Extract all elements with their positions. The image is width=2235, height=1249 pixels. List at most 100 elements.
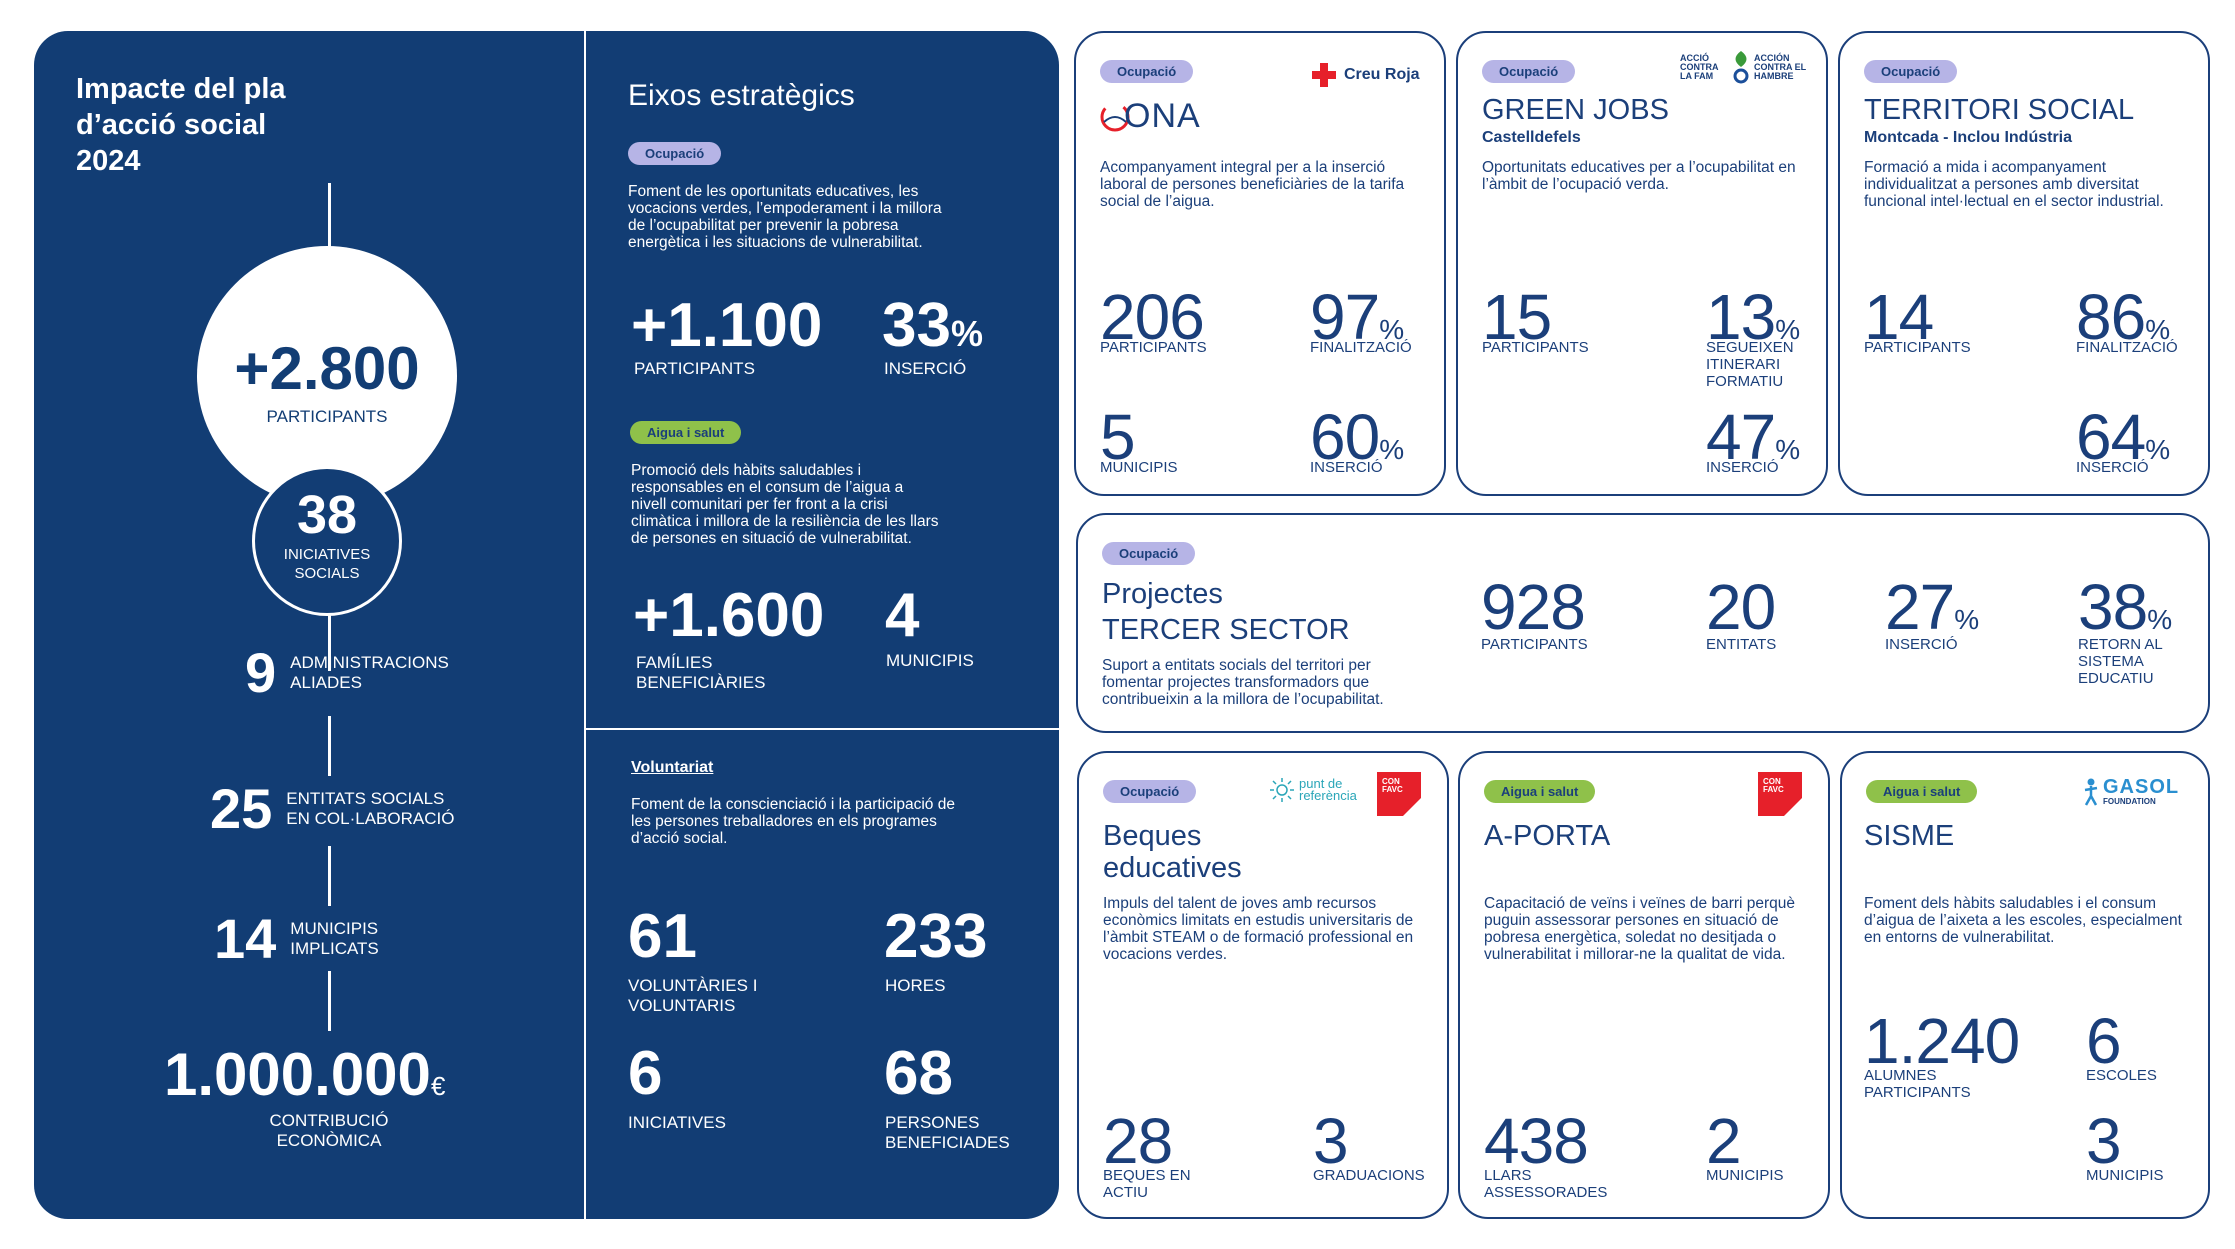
municipalities-value: 14 [214, 907, 277, 970]
creu-roja-logo: Creu Roja [1312, 63, 1420, 87]
tag-ocupacio: Ocupació [1102, 542, 1196, 565]
entities-value: 25 [210, 777, 273, 840]
tercer-title-line1: Projectes [1102, 578, 1223, 610]
volunteers-value: 61 [628, 902, 697, 971]
contribution-value: 1.000.000€ [164, 1041, 446, 1108]
beneficiaries-value: 68 [884, 1039, 953, 1108]
aigua-municipis-value: 4 [885, 581, 920, 650]
voluntariat-title: Voluntariat [631, 759, 714, 776]
tag-aigua: Aigua i salut [1484, 780, 1596, 803]
green-participants-label: PARTICIPANTS [1482, 339, 1589, 356]
ocupacio-insercio-value: 33% [882, 291, 983, 360]
tag-ocupacio: Ocupació [1103, 780, 1197, 803]
territori-insercio-value: 64% [2076, 401, 2171, 473]
leaf-icon [1733, 51, 1749, 84]
entities-stat: 25 ENTITATS SOCIALS EN COL·LABORACIÓ [210, 779, 461, 839]
tercer-insercio-label: INSERCIÓ [1885, 636, 1958, 653]
ona-participants-label: PARTICIPANTS [1100, 339, 1207, 356]
administrations-value: 9 [245, 641, 277, 704]
red-cross-icon [1312, 63, 1336, 87]
beques-actiu-value: 28 [1103, 1105, 1173, 1177]
sun-icon [1270, 778, 1294, 802]
vol-initiatives-label: INICIATIVES [628, 1113, 726, 1132]
confavc-logo: CON FAVC [1758, 772, 1802, 816]
tag-aigua: Aigua i salut [630, 421, 742, 444]
ona-title: ONA [1124, 97, 1201, 135]
section-divider [586, 728, 1059, 730]
impact-title: Impacte del pla d’acció social 2024 [76, 73, 286, 177]
participants-label: PARTICIPANTS [266, 407, 388, 426]
sisme-municipis-label: MUNICIPIS [2086, 1167, 2164, 1184]
currency-symbol: € [430, 1071, 446, 1101]
sisme-title: SISME [1864, 820, 1955, 852]
card-territori-social: Ocupació TERRITORI SOCIAL Montcada - Inc… [1838, 31, 2210, 496]
tercer-retorn-value: 38% [2078, 571, 2173, 643]
aigua-families-label: FAMÍLIES BENEFICIÀRIES [636, 653, 766, 692]
tercer-participants-label: PARTICIPANTS [1481, 636, 1588, 653]
beques-graduacions-label: GRADUACIONS [1313, 1167, 1425, 1184]
contribution-label: CONTRIBUCIÓ ECONÒMICA [269, 1111, 389, 1150]
municipalities-label: MUNICIPIS IMPLICATS [290, 919, 379, 958]
entities-label: ENTITATS SOCIALS EN COL·LABORACIÓ [286, 789, 455, 828]
green-insercio-label: INSERCIÓ [1706, 459, 1779, 476]
basketball-player-icon [2084, 778, 2098, 806]
ona-municipis-value: 5 [1100, 401, 1136, 473]
a-porta-llars-value: 438 [1484, 1105, 1589, 1177]
ona-insercio-value: 60% [1310, 401, 1405, 473]
tercer-retorn-label: RETORN AL SISTEMA EDUCATIU [2078, 636, 2163, 687]
administrations-stat: 9 ADMINISTRACIONS ALIADES [245, 643, 460, 703]
tag-aigua: Aigua i salut [1866, 780, 1978, 803]
drop-swirl-icon [1100, 102, 1130, 131]
tercer-insercio-value: 27% [1885, 571, 1980, 643]
territori-insercio-label: INSERCIÓ [2076, 459, 2149, 476]
timeline-line [328, 611, 331, 671]
beques-title-line2: educatives [1103, 852, 1242, 884]
timeline-line [328, 183, 331, 251]
sisme-description: Foment dels hàbits saludables i el consu… [1864, 895, 2182, 946]
timeline-line [328, 971, 331, 1031]
tercer-participants-value: 928 [1481, 571, 1586, 643]
punt-de-referencia-logo: punt de referència [1269, 777, 1369, 803]
card-sisme: Aigua i salut GASOL FOUNDATION SISME Fom… [1840, 751, 2210, 1219]
green-jobs-subtitle: Castelldefels [1482, 129, 1581, 146]
participants-circle: +2.800 PARTICIPANTS [197, 246, 457, 506]
aigua-description: Promoció dels hàbits saludables i respon… [631, 462, 939, 547]
green-itinerari-value: 13% [1706, 281, 1801, 353]
ona-municipis-label: MUNICIPIS [1100, 459, 1178, 476]
ona-description: Acompanyament integral per a la inserció… [1100, 159, 1405, 210]
administrations-label: ADMINISTRACIONS ALIADES [290, 653, 449, 692]
beneficiaries-label: PERSONES BENEFICIADES [885, 1113, 1010, 1152]
ocupacio-participants-label: PARTICIPANTS [634, 359, 755, 378]
sisme-escoles-value: 6 [2086, 1005, 2122, 1077]
territori-title: TERRITORI SOCIAL [1864, 94, 2135, 126]
territori-participants-label: PARTICIPANTS [1864, 339, 1971, 356]
ona-finalitzacio-label: FINALITZACIÓ [1310, 339, 1412, 356]
beques-actiu-label: BEQUES EN ACTIU [1103, 1167, 1191, 1201]
card-a-porta: Aigua i salut CON FAVC A-PORTA Capacitac… [1458, 751, 1830, 1219]
green-insercio-value: 47% [1706, 401, 1801, 473]
card-green-jobs: Ocupació ACCIÓ CONTRA LA FAM ACCIÓN CONT… [1456, 31, 1828, 496]
tercer-title-line2: TERCER SECTOR [1102, 614, 1350, 646]
tercer-description: Suport a entitats socials del territori … [1102, 657, 1384, 708]
territori-description: Formació a mida i acompanyament individu… [1864, 159, 2164, 210]
ocupacio-participants-value: +1.100 [631, 291, 823, 360]
hours-label: HORES [885, 976, 946, 995]
sisme-municipis-value: 3 [2086, 1105, 2122, 1177]
tercer-entitats-label: ENTITATS [1706, 636, 1777, 653]
green-itinerari-label: SEGUEIXEN ITINERARI FORMATIU [1706, 339, 1794, 390]
volunteers-label: VOLUNTÀRIES I VOLUNTARIS [628, 976, 758, 1015]
ona-participants-value: 206 [1100, 281, 1205, 353]
aigua-families-value: +1.600 [633, 581, 825, 650]
municipalities-stat: 14 MUNICIPIS IMPLICATS [214, 909, 400, 969]
sisme-alumnes-value: 1.240 [1864, 1005, 2020, 1077]
beques-title-line1: Beques [1103, 820, 1202, 852]
tag-ocupacio: Ocupació [628, 142, 722, 165]
axes-title: Eixos estratègics [628, 79, 855, 112]
a-porta-municipis-value: 2 [1706, 1105, 1742, 1177]
voluntariat-description: Foment de la conscienciació i la partici… [631, 796, 955, 847]
tag-ocupacio: Ocupació [1482, 60, 1576, 83]
tag-ocupacio: Ocupació [1864, 60, 1958, 83]
a-porta-municipis-label: MUNICIPIS [1706, 1167, 1784, 1184]
initiatives-label: INICIATIVES SOCIALS [283, 546, 371, 582]
vol-initiatives-value: 6 [628, 1039, 663, 1108]
